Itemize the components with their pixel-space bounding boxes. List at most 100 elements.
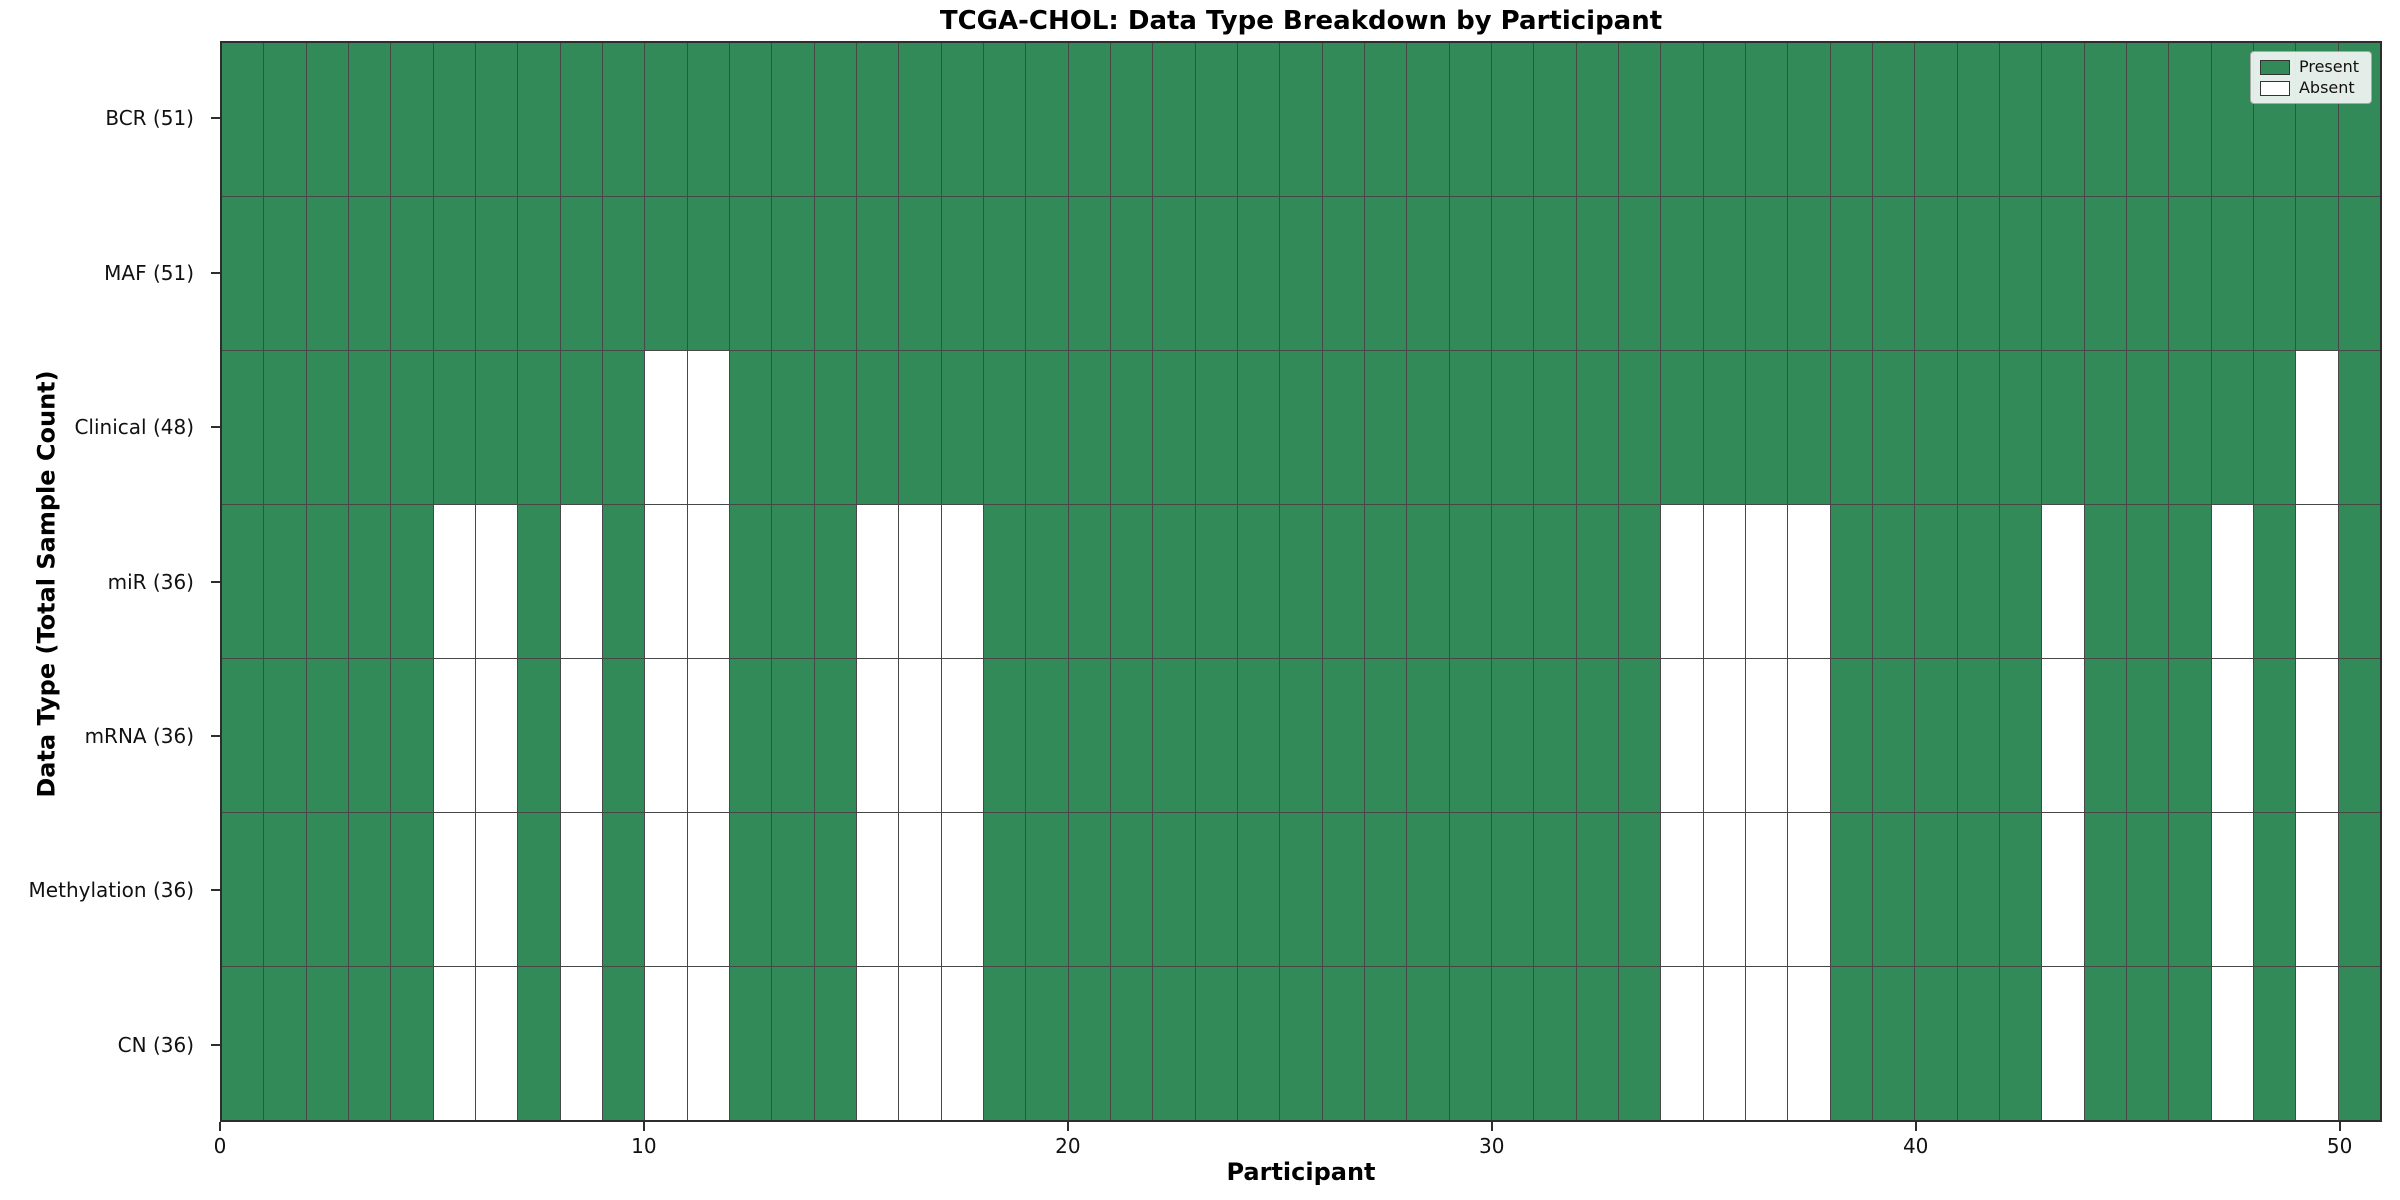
heatmap-cell <box>1999 351 2042 504</box>
heatmap-cell <box>1703 197 1745 350</box>
heatmap-cell <box>1576 197 1618 350</box>
heatmap-cell <box>2042 659 2084 812</box>
heatmap-cell <box>1618 197 1661 350</box>
heatmap-cell <box>2084 351 2126 504</box>
heatmap-cell <box>1618 505 1661 658</box>
heatmap-cell <box>899 659 941 812</box>
heatmap-cell <box>1407 659 1449 812</box>
heatmap-cell <box>1026 43 1068 196</box>
legend: Present Absent <box>2249 51 2372 104</box>
heatmap-cell <box>856 197 899 350</box>
heatmap-cell <box>814 967 856 1120</box>
heatmap-cell <box>1449 351 1491 504</box>
heatmap-cell <box>2296 505 2338 658</box>
heatmap-cell <box>1237 967 1280 1120</box>
heatmap-cell <box>2084 505 2126 658</box>
heatmap-cell <box>772 197 814 350</box>
heatmap-cell <box>1364 505 1407 658</box>
heatmap-cell <box>264 505 306 658</box>
heatmap-cell <box>1449 197 1491 350</box>
heatmap-cell <box>1153 659 1195 812</box>
heatmap-cell <box>2169 967 2211 1120</box>
heatmap-cell <box>2211 197 2253 350</box>
heatmap-cell <box>1068 351 1110 504</box>
heatmap-cell <box>645 659 687 812</box>
x-axis-label: Participant <box>1226 1158 1376 1186</box>
heatmap-cell <box>222 351 264 504</box>
heatmap-cell <box>1364 813 1407 966</box>
heatmap-cell <box>1195 351 1237 504</box>
heatmap-cell <box>772 505 814 658</box>
heatmap-cell <box>729 813 772 966</box>
heatmap-cell <box>1661 197 1703 350</box>
heatmap-cell <box>1703 967 1745 1120</box>
heatmap-cell <box>1068 43 1110 196</box>
heatmap-cell <box>1026 659 1068 812</box>
heatmap-cell <box>1322 197 1364 350</box>
x-tick-label: 20 <box>1055 1134 1081 1158</box>
heatmap-cell <box>1576 351 1618 504</box>
heatmap-cell <box>2296 813 2338 966</box>
heatmap-cell <box>1449 43 1491 196</box>
x-tick-label: 10 <box>631 1134 657 1158</box>
legend-item-absent: Absent <box>2259 80 2359 96</box>
heatmap-cell <box>1068 659 1110 812</box>
heatmap-cell <box>687 967 729 1120</box>
heatmap-cell <box>1068 505 1110 658</box>
heatmap-cell <box>222 967 264 1120</box>
heatmap-cell <box>899 505 941 658</box>
heatmap-cell <box>2169 351 2211 504</box>
heatmap-cell <box>1872 43 1915 196</box>
legend-present-label: Present <box>2298 57 2359 76</box>
x-tick-mark <box>1066 1122 1069 1131</box>
heatmap-cell <box>1703 43 1745 196</box>
heatmap-cell <box>1407 197 1449 350</box>
heatmap-cell <box>1534 659 1576 812</box>
heatmap-cell <box>1364 197 1407 350</box>
x-tick-label: 0 <box>213 1134 227 1158</box>
heatmap-cell <box>941 43 983 196</box>
heatmap-cell <box>899 197 941 350</box>
y-tick-mark <box>211 889 220 892</box>
heatmap-cell <box>1703 659 1745 812</box>
heatmap-cell <box>2084 967 2126 1120</box>
heatmap-cell <box>856 813 899 966</box>
heatmap-cell <box>1322 813 1364 966</box>
heatmap-cell <box>391 197 433 350</box>
heatmap-cell <box>222 659 264 812</box>
heatmap-cell <box>1237 197 1280 350</box>
heatmap-cell <box>264 813 306 966</box>
heatmap-cell <box>1322 505 1364 658</box>
x-axis-ticks: 0 10 20 30 40 50 <box>214 1122 2382 1162</box>
heatmap-cell <box>1026 967 1068 1120</box>
heatmap-cell <box>1322 43 1364 196</box>
heatmap-cell <box>1915 197 1957 350</box>
heatmap-cell <box>1576 659 1618 812</box>
heatmap-cell <box>1195 505 1237 658</box>
heatmap-cell <box>1745 659 1788 812</box>
heatmap-cell <box>1280 505 1322 658</box>
heatmap-cell <box>2084 659 2126 812</box>
heatmap-cell <box>983 43 1026 196</box>
heatmap-cell <box>1957 967 1999 1120</box>
heatmap-cell <box>983 967 1026 1120</box>
heatmap-cell <box>1364 967 1407 1120</box>
heatmap-cell <box>475 659 518 812</box>
heatmap-cell <box>1661 43 1703 196</box>
heatmap-cell <box>1703 813 1745 966</box>
heatmap-cell <box>1661 505 1703 658</box>
heatmap-cell <box>433 813 475 966</box>
heatmap-cell <box>645 197 687 350</box>
heatmap-cell <box>1999 505 2042 658</box>
heatmap-cell <box>814 659 856 812</box>
heatmap-grid <box>222 43 2380 1120</box>
heatmap-cell <box>856 43 899 196</box>
heatmap-cell <box>306 967 348 1120</box>
heatmap-cell <box>306 505 348 658</box>
heatmap-cell <box>2296 659 2338 812</box>
heatmap-cell <box>1576 505 1618 658</box>
heatmap-cell <box>518 43 560 196</box>
heatmap-cell <box>391 659 433 812</box>
heatmap-cell <box>602 659 645 812</box>
heatmap-cell <box>1153 43 1195 196</box>
